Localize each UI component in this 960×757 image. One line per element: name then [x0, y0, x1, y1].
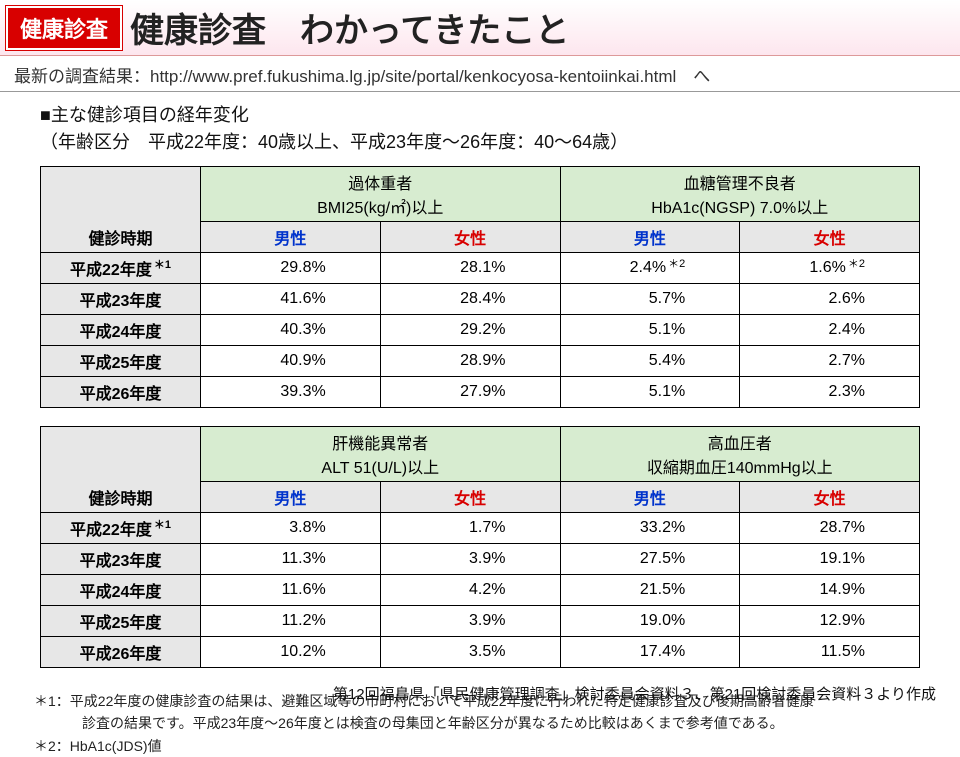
- col-female: 女性: [380, 222, 560, 253]
- table-row: 平成26年度10.2%3.5%17.4%11.5%: [41, 637, 920, 668]
- group-a-sub: BMI25(kg/㎡)以上: [207, 194, 554, 218]
- year-cell: 平成22年度＊1: [41, 513, 201, 544]
- value-cell: 40.9%: [201, 346, 381, 377]
- value-cell: 29.2%: [380, 315, 560, 346]
- value-cell: 28.1%: [380, 253, 560, 284]
- value-cell: 5.4%: [560, 346, 740, 377]
- year-cell: 平成24年度: [41, 575, 201, 606]
- year-cell: 平成23年度: [41, 284, 201, 315]
- table-row: 平成26年度39.3%27.9%5.1%2.3%: [41, 377, 920, 408]
- value-cell: 11.6%: [201, 575, 381, 606]
- value-cell: 11.2%: [201, 606, 381, 637]
- table-row: 平成25年度40.9%28.9%5.4%2.7%: [41, 346, 920, 377]
- value-cell: 40.3%: [201, 315, 381, 346]
- year-cell: 平成26年度: [41, 377, 201, 408]
- year-cell: 平成24年度: [41, 315, 201, 346]
- subtitle-link-text: 最新の調査結果：http://www.pref.fukushima.lg.jp/…: [0, 56, 960, 92]
- value-cell: 21.5%: [560, 575, 740, 606]
- period-header: 健診時期: [41, 167, 201, 253]
- year-cell: 平成25年度: [41, 346, 201, 377]
- table-overweight-glucose: 健診時期 過体重者 BMI25(kg/㎡)以上 血糖管理不良者 HbA1c(NG…: [40, 166, 920, 408]
- table-row: 平成22年度＊13.8%1.7%33.2%28.7%: [41, 513, 920, 544]
- col-male: 男性: [560, 482, 740, 513]
- value-cell: 27.9%: [380, 377, 560, 408]
- table-row: 平成22年度＊129.8%28.1%2.4%＊21.6%＊2: [41, 253, 920, 284]
- group-b-header: 血糖管理不良者 HbA1c(NGSP) 7.0%以上: [560, 167, 920, 222]
- category-badge: 健康診査: [6, 6, 122, 50]
- footnote-2: ＊2：HbA1c(JDS)値: [34, 735, 960, 757]
- value-cell: 28.9%: [380, 346, 560, 377]
- value-cell: 1.6%＊2: [740, 253, 920, 284]
- value-cell: 3.8%: [201, 513, 381, 544]
- value-cell: 1.7%: [380, 513, 560, 544]
- value-cell: 27.5%: [560, 544, 740, 575]
- value-cell: 28.7%: [740, 513, 920, 544]
- group-b-title: 高血圧者: [567, 430, 914, 454]
- section-line2: （年齢区分 平成22年度：40歳以上、平成23年度～26年度：40～64歳）: [40, 129, 960, 156]
- col-male: 男性: [560, 222, 740, 253]
- group-b-sub: HbA1c(NGSP) 7.0%以上: [567, 194, 914, 218]
- value-cell: 5.1%: [560, 315, 740, 346]
- table-row: 平成24年度11.6%4.2%21.5%14.9%: [41, 575, 920, 606]
- value-cell: 41.6%: [201, 284, 381, 315]
- group-b-title: 血糖管理不良者: [567, 170, 914, 194]
- table-liver-bp: 健診時期 肝機能異常者 ALT 51(U/L)以上 高血圧者 収縮期血圧140m…: [40, 426, 920, 668]
- group-b-header: 高血圧者 収縮期血圧140mmHg以上: [560, 427, 920, 482]
- value-cell: 12.9%: [740, 606, 920, 637]
- col-female: 女性: [380, 482, 560, 513]
- source-credit: 第12回福島県「県民健康管理調査」検討委員会資料３、第21回検討委員会資料３より…: [333, 683, 936, 704]
- value-cell: 39.3%: [201, 377, 381, 408]
- value-cell: 19.1%: [740, 544, 920, 575]
- table-row: 平成24年度40.3%29.2%5.1%2.4%: [41, 315, 920, 346]
- value-cell: 28.4%: [380, 284, 560, 315]
- page: 健康診査 健康診査 わかってきたこと 最新の調査結果：http://www.pr…: [0, 0, 960, 720]
- year-cell: 平成23年度: [41, 544, 201, 575]
- table-row: 平成25年度11.2%3.9%19.0%12.9%: [41, 606, 920, 637]
- group-a-header: 過体重者 BMI25(kg/㎡)以上: [201, 167, 561, 222]
- value-cell: 2.4%: [740, 315, 920, 346]
- value-cell: 3.9%: [380, 606, 560, 637]
- year-cell: 平成26年度: [41, 637, 201, 668]
- table-row: 平成23年度11.3%3.9%27.5%19.1%: [41, 544, 920, 575]
- year-cell: 平成22年度＊1: [41, 253, 201, 284]
- group-a-title: 過体重者: [207, 170, 554, 194]
- title-bar: 健康診査 健康診査 わかってきたこと: [0, 0, 960, 56]
- col-female: 女性: [740, 222, 920, 253]
- value-cell: 2.3%: [740, 377, 920, 408]
- value-cell: 14.9%: [740, 575, 920, 606]
- section-line1: ■主な健診項目の経年変化: [40, 102, 960, 129]
- value-cell: 2.4%＊2: [560, 253, 740, 284]
- value-cell: 19.0%: [560, 606, 740, 637]
- page-title: 健康診査 わかってきたこと: [130, 3, 569, 52]
- period-header: 健診時期: [41, 427, 201, 513]
- footnote-1b: 診査の結果です。平成23年度～26年度とは検査の母集団と年齢区分が異なるため比較…: [34, 712, 960, 734]
- section-heading: ■主な健診項目の経年変化 （年齢区分 平成22年度：40歳以上、平成23年度～2…: [0, 102, 960, 156]
- year-cell: 平成25年度: [41, 606, 201, 637]
- value-cell: 3.9%: [380, 544, 560, 575]
- value-cell: 33.2%: [560, 513, 740, 544]
- table-row: 平成23年度41.6%28.4%5.7%2.6%: [41, 284, 920, 315]
- col-male: 男性: [201, 482, 381, 513]
- value-cell: 5.7%: [560, 284, 740, 315]
- value-cell: 11.3%: [201, 544, 381, 575]
- value-cell: 3.5%: [380, 637, 560, 668]
- value-cell: 4.2%: [380, 575, 560, 606]
- col-female: 女性: [740, 482, 920, 513]
- col-male: 男性: [201, 222, 381, 253]
- value-cell: 2.6%: [740, 284, 920, 315]
- value-cell: 2.7%: [740, 346, 920, 377]
- group-b-sub: 収縮期血圧140mmHg以上: [567, 454, 914, 478]
- value-cell: 5.1%: [560, 377, 740, 408]
- value-cell: 10.2%: [201, 637, 381, 668]
- group-a-header: 肝機能異常者 ALT 51(U/L)以上: [201, 427, 561, 482]
- value-cell: 29.8%: [201, 253, 381, 284]
- value-cell: 11.5%: [740, 637, 920, 668]
- value-cell: 17.4%: [560, 637, 740, 668]
- group-a-title: 肝機能異常者: [207, 430, 554, 454]
- group-a-sub: ALT 51(U/L)以上: [207, 454, 554, 478]
